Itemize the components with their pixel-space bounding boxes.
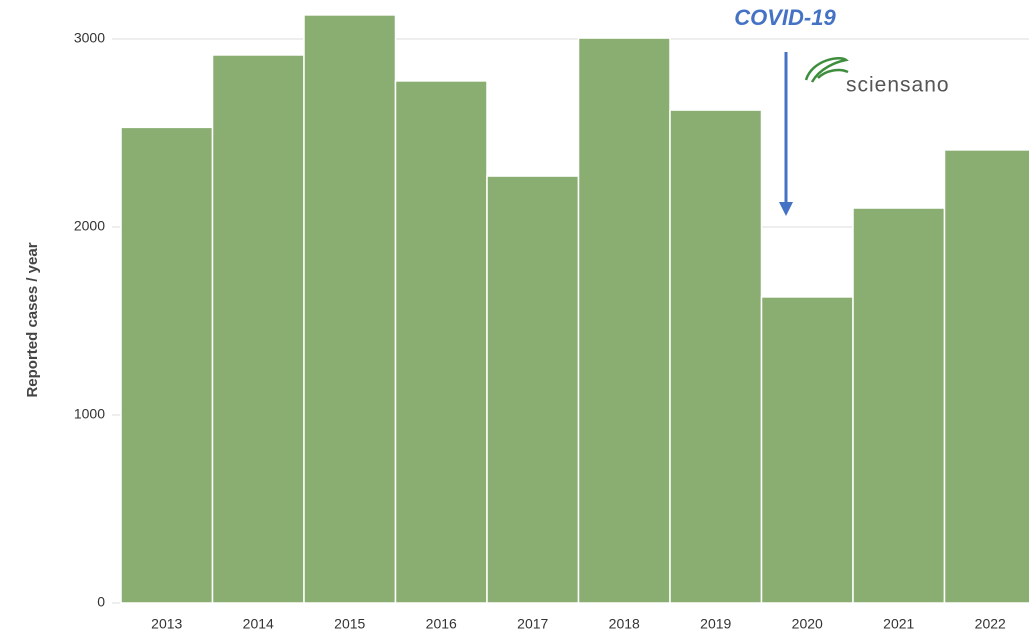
bar <box>669 109 763 604</box>
bar <box>943 149 1029 604</box>
x-tick-label: 2018 <box>609 616 640 632</box>
x-tick-label: 2013 <box>151 616 182 632</box>
logo-leaf <box>804 56 849 83</box>
bar <box>852 207 946 604</box>
bar <box>120 126 214 604</box>
x-tick-label: 2019 <box>700 616 731 632</box>
x-tick-label: 2022 <box>975 616 1006 632</box>
y-tick-label: 1000 <box>74 406 105 422</box>
annotation: COVID-19 <box>734 5 836 30</box>
y-tick-label: 2000 <box>74 218 105 234</box>
x-tick-label: 2020 <box>792 616 823 632</box>
x-tick-label: 2017 <box>517 616 548 632</box>
x-tick-label: 2015 <box>334 616 365 632</box>
bar <box>211 54 305 604</box>
bar <box>486 175 580 604</box>
bar <box>394 80 488 604</box>
y-tick-label: 0 <box>97 594 105 610</box>
x-tick-label: 2016 <box>426 616 457 632</box>
bar <box>303 14 397 604</box>
logo: sciensano <box>846 74 950 97</box>
y-axis-label: Reported cases / year <box>24 242 41 397</box>
bar <box>577 37 671 604</box>
y-tick-label: 3000 <box>74 30 105 46</box>
bar <box>760 296 854 604</box>
x-tick-label: 2014 <box>243 616 274 632</box>
x-tick-label: 2021 <box>883 616 914 632</box>
arrow-head <box>779 202 793 216</box>
